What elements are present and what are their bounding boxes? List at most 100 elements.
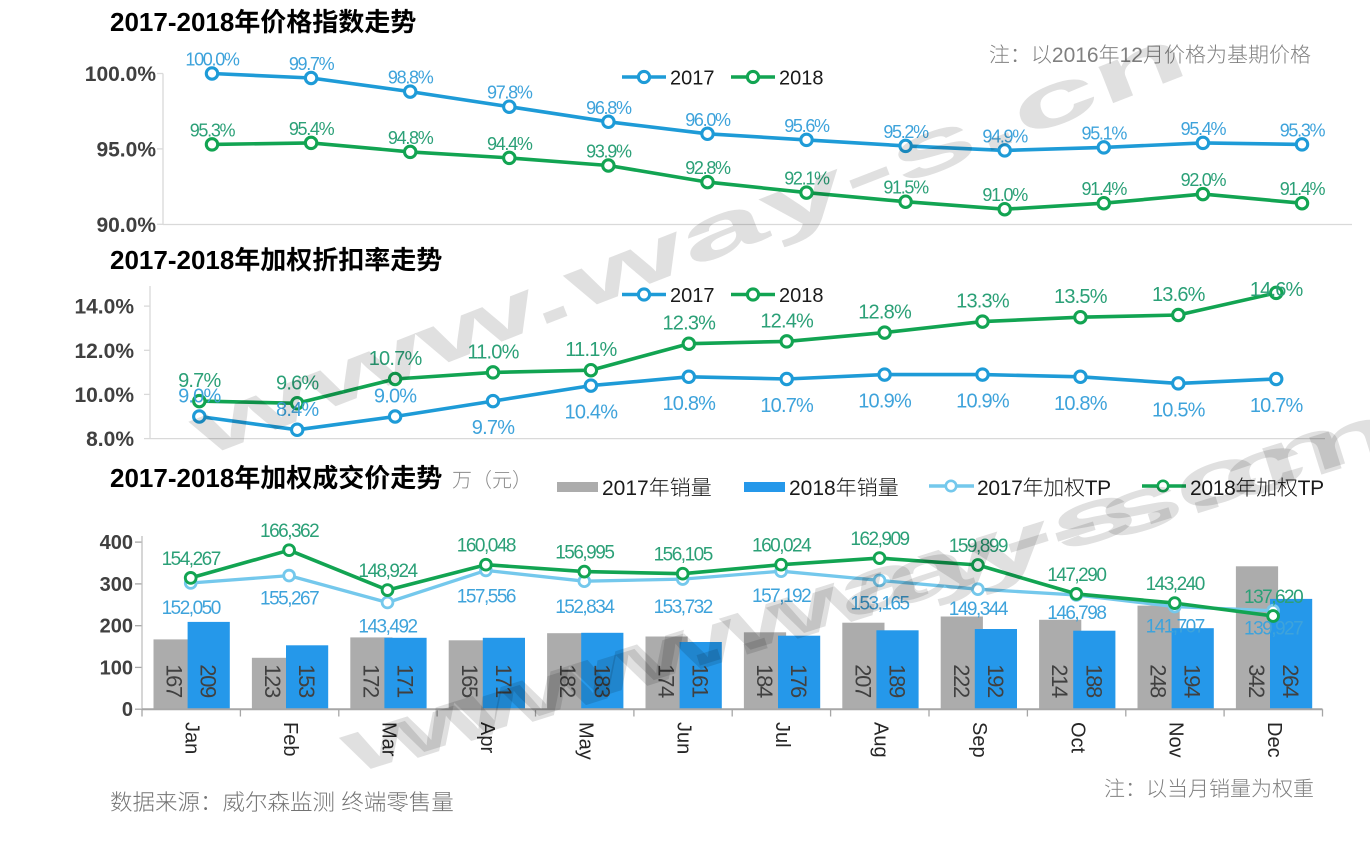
svg-text:12.4%: 12.4% xyxy=(760,310,814,332)
svg-text:10.9%: 10.9% xyxy=(858,391,912,413)
svg-text:207: 207 xyxy=(850,664,875,698)
svg-text:167: 167 xyxy=(162,664,187,698)
svg-text:8.4%: 8.4% xyxy=(276,399,319,421)
svg-text:0: 0 xyxy=(122,699,133,721)
svg-text:94.4%: 94.4% xyxy=(487,134,533,154)
svg-text:96.8%: 96.8% xyxy=(586,98,632,118)
svg-text:95.3%: 95.3% xyxy=(190,120,236,140)
svg-text:400: 400 xyxy=(100,532,133,554)
svg-text:TP: TP xyxy=(1298,477,1324,500)
svg-text:8.0%: 8.0% xyxy=(86,428,134,451)
svg-text:93.9%: 93.9% xyxy=(586,142,632,162)
svg-text:342: 342 xyxy=(1244,664,1269,698)
svg-text:143,492: 143,492 xyxy=(358,617,417,638)
svg-text:95.4%: 95.4% xyxy=(289,119,335,139)
svg-text:153,165: 153,165 xyxy=(850,593,909,614)
svg-text:Jul: Jul xyxy=(771,722,793,748)
svg-text:192: 192 xyxy=(983,664,1008,698)
svg-text:172: 172 xyxy=(358,664,383,698)
svg-text:13.3%: 13.3% xyxy=(956,291,1010,313)
svg-text:2017: 2017 xyxy=(670,285,715,307)
svg-text:12: 12 xyxy=(1120,44,1143,67)
svg-text:91.5%: 91.5% xyxy=(883,178,929,198)
svg-text:2017-2018: 2017-2018 xyxy=(110,7,234,37)
svg-text:9.7%: 9.7% xyxy=(472,417,515,439)
svg-text:183: 183 xyxy=(589,664,614,698)
svg-text:147,290: 147,290 xyxy=(1047,565,1106,586)
svg-text:90.0%: 90.0% xyxy=(96,214,156,237)
svg-text:159,899: 159,899 xyxy=(949,536,1008,557)
svg-text:94.8%: 94.8% xyxy=(388,128,434,148)
svg-text:154,267: 154,267 xyxy=(162,549,221,570)
svg-text:200: 200 xyxy=(100,616,133,638)
svg-text:99.7%: 99.7% xyxy=(289,54,335,74)
svg-text:248: 248 xyxy=(1146,664,1171,698)
svg-text:92.1%: 92.1% xyxy=(784,169,830,189)
svg-text:91.4%: 91.4% xyxy=(1082,179,1128,199)
svg-text:95.3%: 95.3% xyxy=(1280,120,1326,140)
svg-text:12.8%: 12.8% xyxy=(858,302,912,324)
svg-text:141,707: 141,707 xyxy=(1146,617,1205,638)
svg-text:165: 165 xyxy=(457,664,482,698)
svg-text:152,050: 152,050 xyxy=(162,598,221,619)
svg-text:162,909: 162,909 xyxy=(850,529,909,550)
svg-text:161: 161 xyxy=(688,664,713,698)
svg-text:10.9%: 10.9% xyxy=(956,391,1010,413)
svg-text:222: 222 xyxy=(949,664,974,698)
svg-text:2017: 2017 xyxy=(602,477,649,500)
svg-text:149,344: 149,344 xyxy=(949,599,1009,620)
svg-text:2018: 2018 xyxy=(779,285,824,307)
svg-text:Apr: Apr xyxy=(476,722,498,753)
svg-text:97.8%: 97.8% xyxy=(487,83,533,103)
svg-text:153: 153 xyxy=(294,664,319,698)
svg-text:100.0%: 100.0% xyxy=(85,63,157,86)
svg-text:2017-2018: 2017-2018 xyxy=(110,463,234,493)
svg-text:194: 194 xyxy=(1180,664,1205,698)
svg-text:92.8%: 92.8% xyxy=(685,158,731,178)
svg-text:264: 264 xyxy=(1278,664,1303,698)
svg-text:94.9%: 94.9% xyxy=(982,126,1028,146)
svg-text:137,620: 137,620 xyxy=(1244,587,1303,608)
svg-text:14.6%: 14.6% xyxy=(1250,279,1304,301)
svg-text:139,927: 139,927 xyxy=(1244,619,1303,640)
svg-text:Nov: Nov xyxy=(1165,722,1187,758)
svg-text:10.5%: 10.5% xyxy=(1152,399,1206,421)
svg-text:166,362: 166,362 xyxy=(260,521,319,542)
svg-text:Feb: Feb xyxy=(279,722,301,756)
svg-text:10.0%: 10.0% xyxy=(74,384,134,407)
svg-text:Sep: Sep xyxy=(968,722,990,758)
svg-text:Aug: Aug xyxy=(870,722,892,758)
svg-text:2017-2018: 2017-2018 xyxy=(110,245,234,275)
svg-text:2018: 2018 xyxy=(779,68,824,90)
svg-text:96.0%: 96.0% xyxy=(685,110,731,130)
svg-text:184: 184 xyxy=(752,664,777,698)
svg-text:2017: 2017 xyxy=(670,68,715,90)
svg-text:91.0%: 91.0% xyxy=(982,185,1028,205)
svg-text:100: 100 xyxy=(100,657,133,679)
svg-text:9.0%: 9.0% xyxy=(374,386,417,408)
svg-text:2016: 2016 xyxy=(1052,44,1099,67)
svg-text:91.4%: 91.4% xyxy=(1280,179,1326,199)
svg-text:10.8%: 10.8% xyxy=(662,393,716,415)
svg-text:Oct: Oct xyxy=(1066,722,1088,754)
svg-text:12.3%: 12.3% xyxy=(662,313,716,335)
svg-text:9.0%: 9.0% xyxy=(178,386,221,408)
svg-text:156,105: 156,105 xyxy=(654,545,713,566)
svg-text:155,267: 155,267 xyxy=(260,589,319,610)
svg-text:95.1%: 95.1% xyxy=(1082,123,1128,143)
svg-text:171: 171 xyxy=(491,664,516,698)
svg-text:182: 182 xyxy=(555,664,580,698)
svg-text:11.1%: 11.1% xyxy=(565,339,617,361)
svg-text:160,024: 160,024 xyxy=(752,536,812,557)
svg-text:148,924: 148,924 xyxy=(358,561,418,582)
svg-text:214: 214 xyxy=(1047,664,1072,698)
svg-text:300: 300 xyxy=(100,574,133,596)
svg-text:13.5%: 13.5% xyxy=(1054,286,1108,308)
svg-text:152,834: 152,834 xyxy=(555,597,615,618)
svg-text:May: May xyxy=(574,722,596,760)
svg-text:176: 176 xyxy=(786,664,811,698)
svg-text:TP: TP xyxy=(1085,477,1111,500)
svg-text:171: 171 xyxy=(393,664,418,698)
svg-text:Mar: Mar xyxy=(378,722,400,757)
svg-text:14.0%: 14.0% xyxy=(74,296,134,319)
